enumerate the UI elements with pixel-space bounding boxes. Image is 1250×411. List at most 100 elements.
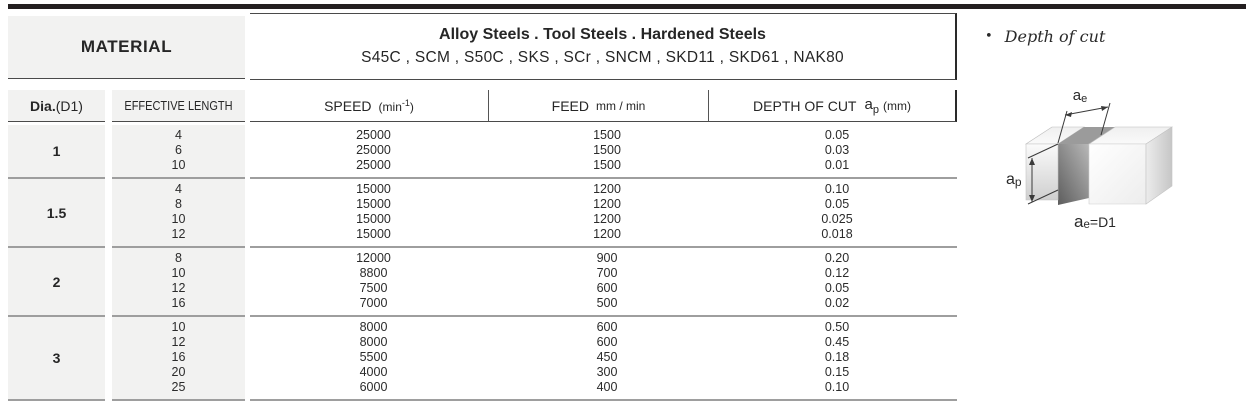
feed-value-cell: 1500 [593, 128, 621, 142]
feed-value-cell: 1500 [593, 143, 621, 157]
feed-column: 900 700 600 500 [497, 248, 717, 317]
feed-value-cell: 600 [596, 335, 618, 349]
length-value-cell: 25 [171, 380, 186, 394]
speed-value-cell: 6000 [359, 380, 388, 394]
steel-grades-cell: Alloy Steels . Tool Steels . Hardened St… [250, 13, 957, 80]
column-header-diameter: Dia. (D1) [8, 90, 105, 122]
slot-inner-face [1058, 144, 1089, 205]
depth-column: 0.20 0.12 0.05 0.02 [717, 248, 957, 317]
group-separator-line [250, 315, 957, 317]
depth-of-cut-label: DEPTH OF CUT [753, 97, 857, 114]
diameter-group: 3 10 12 16 20 25 8000 8000 5500 4000 6000 600 600 450… [8, 317, 957, 401]
diameter-value-cell: 1.5 [8, 179, 105, 248]
steel-categories-title: Alloy Steels . Tool Steels . Hardened St… [439, 26, 766, 43]
group-separator-line [250, 177, 957, 179]
feed-value-cell: 600 [596, 281, 618, 295]
group-separator-line [250, 399, 957, 401]
feed-value-cell: 1200 [593, 182, 621, 196]
length-value-cell: 10 [171, 212, 186, 226]
length-value-cell: 10 [171, 158, 186, 172]
block-front-right-face [1088, 143, 1147, 205]
depth-of-cut-note-text: Depth of cut [1004, 27, 1106, 46]
depth-value-cell: 0.025 [821, 212, 853, 226]
block-right-side-face [1145, 126, 1173, 205]
speed-value-cell: 15000 [356, 182, 391, 196]
length-value-cell: 16 [171, 350, 186, 364]
length-column: 4 6 10 [112, 125, 245, 179]
diameter-unit: (D1) [55, 97, 83, 114]
feed-column: 1500 1500 1500 [497, 125, 717, 179]
depth-unit: (mm) [882, 98, 911, 113]
depth-value-cell: 0.15 [824, 365, 850, 379]
length-value-cell: 8 [175, 251, 182, 265]
speed-value-cell: 4000 [359, 365, 388, 379]
diameter-group: 1.5 4 8 10 12 15000 15000 15000 15000 1200 1200 120… [8, 179, 957, 248]
depth-value-cell: 0.18 [824, 350, 850, 364]
depth-value-cell: 0.018 [821, 227, 853, 241]
length-value-cell: 8 [175, 197, 182, 211]
depth-value-cell: 0.05 [824, 281, 850, 295]
depth-column: 0.10 0.05 0.025 0.018 [717, 179, 957, 248]
speed-label: SPEED [324, 97, 372, 114]
feed-column: 1200 1200 1200 1200 [497, 179, 717, 248]
feed-value-cell: 1200 [593, 212, 621, 226]
depth-value-cell: 0.01 [824, 158, 850, 172]
depth-value-cell: 0.05 [824, 197, 850, 211]
feed-value-cell: 700 [596, 266, 618, 280]
speed-value-cell: 7000 [359, 296, 388, 310]
feed-value-cell: 1200 [593, 227, 621, 241]
depth-value-cell: 0.20 [824, 251, 850, 265]
feed-label: FEED [551, 97, 589, 114]
speed-value-cell: 5500 [359, 350, 388, 364]
column-header-feed: FEED mm / min [489, 90, 709, 122]
diameter-value-cell: 2 [8, 248, 105, 317]
column-header-effective-length: EFFECTIVE LENGTH [112, 90, 245, 122]
depth-value-cell: 0.05 [824, 128, 850, 142]
diameter-group: 2 8 10 12 16 12000 8800 7500 7000 900 700 600 500 0.2… [8, 248, 957, 317]
feed-column: 600 600 450 300 400 [497, 317, 717, 401]
ap-dimension-label: ap [1006, 171, 1022, 189]
length-column: 10 12 16 20 25 [112, 317, 245, 401]
ae-dimension-label: ae [1073, 87, 1087, 105]
speed-value-cell: 8800 [359, 266, 388, 280]
speed-column: 8000 8000 5500 4000 6000 [250, 317, 497, 401]
speed-value-cell: 15000 [356, 197, 391, 211]
diameter-value-cell: 1 [8, 125, 105, 179]
ae-formula: ae=D1 [1074, 212, 1116, 231]
speed-value-cell: 25000 [356, 128, 391, 142]
length-value-cell: 12 [171, 335, 186, 349]
feed-unit: mm / min [596, 98, 646, 113]
length-value-cell: 16 [171, 296, 186, 310]
feed-value-cell: 600 [596, 320, 618, 334]
length-value-cell: 12 [171, 281, 186, 295]
diameter-group: 1 4 6 10 25000 25000 25000 1500 1500 1500 0.05 0.03… [8, 125, 957, 179]
diameter-label: Dia. [30, 97, 56, 114]
depth-value-cell: 0.45 [824, 335, 850, 349]
feed-value-cell: 1200 [593, 197, 621, 211]
column-header-speed: SPEED (min-1) [250, 90, 489, 122]
feed-value-cell: 300 [596, 365, 618, 379]
speed-value-cell: 15000 [356, 212, 391, 226]
feed-value-cell: 900 [596, 251, 618, 265]
feed-value-cell: 1500 [593, 158, 621, 172]
depth-value-cell: 0.02 [824, 296, 850, 310]
speed-column: 15000 15000 15000 15000 [250, 179, 497, 248]
diameter-value-cell: 3 [8, 317, 105, 401]
length-value-cell: 10 [171, 266, 186, 280]
speed-value-cell: 15000 [356, 227, 391, 241]
speed-column: 12000 8800 7500 7000 [250, 248, 497, 317]
feed-value-cell: 400 [596, 380, 618, 394]
length-value-cell: 4 [175, 182, 182, 196]
speed-value-cell: 8000 [359, 335, 388, 349]
bullet-icon: • [985, 29, 993, 44]
length-column: 8 10 12 16 [112, 248, 245, 317]
depth-column: 0.50 0.45 0.18 0.15 0.10 [717, 317, 957, 401]
group-separator-line [250, 246, 957, 248]
depth-symbol: ap [864, 95, 879, 116]
material-header-cell: MATERIAL [8, 16, 245, 79]
slot-opening-face [1058, 127, 1115, 144]
length-value-cell: 12 [171, 227, 186, 241]
length-value-cell: 20 [171, 365, 186, 379]
length-value-cell: 10 [171, 320, 186, 334]
